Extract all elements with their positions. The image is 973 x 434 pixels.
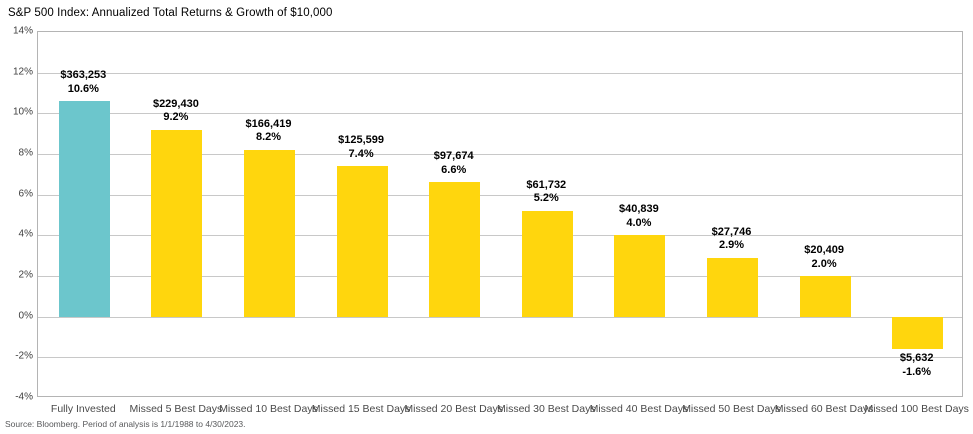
bar-value-label: $229,430 9.2% — [153, 98, 199, 125]
bar-value-label: $40,839 4.0% — [619, 203, 659, 230]
y-tick-label: 4% — [18, 228, 33, 240]
percent-value: 2.9% — [718, 239, 745, 252]
y-tick-label: 2% — [18, 269, 33, 281]
y-tick-label: -4% — [15, 391, 33, 403]
bar-value-label: $27,746 2.9% — [712, 226, 752, 253]
x-tick-label: Missed 40 Best Days — [589, 403, 689, 415]
growth-value: $20,409 — [804, 244, 844, 256]
x-tick-label: Missed 30 Best Days — [496, 403, 596, 415]
percent-value: 4.0% — [626, 216, 652, 229]
bar-value-label: $363,253 10.6% — [60, 69, 106, 96]
growth-value: $97,674 — [433, 150, 474, 163]
percent-value: 6.6% — [441, 163, 467, 176]
gridline — [38, 113, 962, 115]
y-tick-label: 10% — [12, 106, 33, 118]
bar-value-label: $5,632 -1.6% — [900, 352, 934, 379]
percent-value: 2.0% — [811, 257, 837, 270]
bar-value-label: $125,599 7.4% — [338, 134, 384, 161]
x-tick-label: Missed 20 Best Days — [404, 403, 503, 415]
x-tick-label: Missed 50 Best Days — [682, 403, 781, 415]
bar-value-label: $97,674 6.6% — [434, 150, 474, 177]
bar-fully-invested — [58, 101, 110, 317]
bar-missed-5-best-days — [151, 129, 203, 317]
x-tick-label: Fully Invested — [50, 403, 116, 415]
percent-value: 8.2% — [255, 131, 282, 144]
plot-area — [37, 31, 963, 397]
percent-value: 10.6% — [67, 82, 99, 95]
x-tick-label: Missed 100 Best Days — [864, 403, 969, 415]
growth-value: $5,632 — [899, 352, 934, 365]
bar-value-label: $61,732 5.2% — [526, 179, 566, 206]
bar-missed-60-best-days — [799, 276, 851, 317]
bar-missed-50-best-days — [707, 257, 758, 317]
source-note: Source: Bloomberg. Period of analysis is… — [5, 419, 246, 429]
bar-value-label: $166,419 8.2% — [246, 118, 292, 145]
growth-value: $27,746 — [711, 225, 752, 238]
percent-value: 5.2% — [533, 192, 559, 205]
y-tick-label: 0% — [18, 310, 33, 322]
x-tick-label: Missed 15 Best Days — [311, 403, 411, 415]
y-tick-label: 14% — [12, 25, 33, 37]
y-tick-label: 6% — [18, 188, 33, 200]
bar-missed-15-best-days — [336, 166, 388, 317]
bar-missed-40-best-days — [614, 235, 666, 317]
bar-missed-20-best-days — [429, 182, 481, 317]
gridline — [38, 235, 962, 237]
y-tick-label: -2% — [15, 350, 33, 362]
gridline — [38, 194, 962, 196]
x-tick-label: Missed 5 Best Days — [129, 403, 223, 415]
percent-value: 9.2% — [163, 111, 189, 124]
bar-missed-10-best-days — [244, 149, 295, 317]
chart-title: S&P 500 Index: Annualized Total Returns … — [8, 7, 333, 19]
growth-value: $229,430 — [152, 97, 199, 110]
growth-value: $166,419 — [245, 117, 292, 130]
bar-missed-100-best-days — [892, 316, 944, 350]
x-tick-label: Missed 60 Best Days — [774, 403, 874, 415]
growth-value: $363,253 — [60, 69, 107, 82]
percent-value: 7.4% — [348, 147, 374, 160]
gridline — [38, 154, 962, 155]
growth-value: $40,839 — [619, 203, 659, 216]
bar-value-label: $20,409 2.0% — [804, 244, 844, 271]
x-tick-label: Missed 10 Best Days — [219, 403, 318, 415]
gridline — [38, 276, 962, 277]
growth-value: $61,732 — [526, 178, 567, 191]
growth-value: $125,599 — [338, 134, 385, 147]
y-tick-label: 8% — [18, 147, 33, 159]
bar-missed-30-best-days — [521, 210, 573, 317]
gridline — [38, 357, 962, 359]
gridline — [38, 316, 962, 318]
y-tick-label: 12% — [12, 66, 33, 78]
gridline — [38, 72, 962, 74]
percent-value: -1.6% — [902, 365, 932, 378]
